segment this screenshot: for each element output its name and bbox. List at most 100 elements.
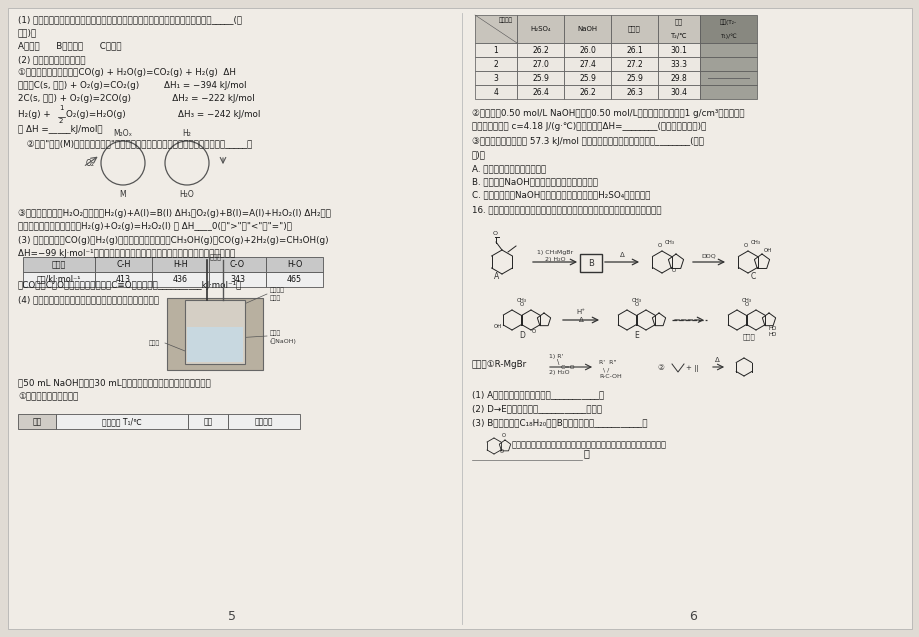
Text: 27.0: 27.0 [531,59,549,69]
Text: 436: 436 [173,275,187,284]
Text: 母)。: 母)。 [471,150,485,159]
Bar [152,272,209,287]
Text: 2) H₂O: 2) H₂O [549,370,569,375]
Bar [563,57,610,71]
Text: 27.4: 27.4 [578,59,596,69]
Text: 键能/kJ·mol⁻¹: 键能/kJ·mol⁻¹ [37,275,81,284]
Bar [209,272,266,287]
Text: 平均值: 平均值 [628,25,641,32]
Text: C: C [750,272,754,281]
Text: R'  R": R' R" [598,360,616,365]
Text: Δ: Δ [619,252,624,258]
Text: (1) 近年我国努力调整能源结构，开发新能源。下列物质中，属于可再生能源的是_____(填: (1) 近年我国努力调整能源结构，开发新能源。下列物质中，属于可再生能源的是__… [18,15,242,24]
Text: O: O [657,243,662,248]
Bar [610,15,657,43]
Text: O: O [502,433,505,438]
Bar [699,15,756,43]
Text: + ||: + || [686,364,698,371]
Text: ②一种"金属(M)氧化物循环制氢"的原理如图所示，写出该流程制氢的总反应式：_____。: ②一种"金属(M)氧化物循环制氢"的原理如图所示，写出该流程制氢的总反应式：__… [18,139,252,148]
Text: H-O: H-O [287,260,301,269]
Text: ③氢气可用于制备H₂O₂。已知：H₂(g)+A(l)=B(l) ΔH₁、O₂(g)+B(l)=A(l)+H₂O₂(l) ΔH₂，这: ③氢气可用于制备H₂O₂。已知：H₂(g)+A(l)=B(l) ΔH₁、O₂(g… [18,209,331,218]
Text: B: B [587,259,594,268]
Text: Δ: Δ [578,317,583,323]
Text: 1: 1 [59,105,63,111]
Text: 实验次数: 实验次数 [498,17,513,22]
Text: 化学键: 化学键 [51,260,66,269]
Text: 环形玻璃: 环形玻璃 [269,287,285,293]
Bar [152,257,209,272]
Text: H₂O: H₂O [179,190,194,199]
Bar [95,272,152,287]
Text: 3: 3 [493,73,498,83]
Text: 终止: 终止 [203,417,212,426]
Bar [610,71,657,85]
Text: (3) B的分子式为C₁₈H₂₀，则B的结构简式为___________。: (3) B的分子式为C₁₈H₂₀，则B的结构简式为___________。 [471,418,647,427]
Text: O: O [519,302,524,307]
Text: O: O [634,302,639,307]
Text: 已知：①R-MgBr: 已知：①R-MgBr [471,360,527,369]
Bar [187,414,228,429]
Bar [474,85,516,99]
Bar [474,57,516,71]
Bar [563,43,610,57]
Text: O: O [743,243,747,248]
Text: OH: OH [494,324,502,329]
Text: T₁)/℃: T₁)/℃ [720,33,736,39]
Text: H₂(g) +: H₂(g) + [18,110,51,119]
Text: 2C(s, 石墨) + O₂(g)=2CO(g)               ΔH₂ = −222 kJ/mol: 2C(s, 石墨) + O₂(g)=2CO(g) ΔH₂ = −222 kJ/m… [18,94,255,103]
Text: 6: 6 [688,610,697,624]
Text: 29.8: 29.8 [670,73,686,83]
Text: HO: HO [768,332,777,337]
Text: 2: 2 [59,118,63,124]
Bar [610,43,657,57]
Bar [474,15,516,43]
Text: H⁺: H⁺ [576,309,584,315]
Text: \: \ [556,359,559,365]
Text: 1) CH₃MgBr: 1) CH₃MgBr [537,250,573,255]
Text: 26.4: 26.4 [531,87,549,96]
Text: 16. 丹参醌是存在于中药丹参中的一种天然产物，合成丹参醌的部分路线如下：: 16. 丹参醌是存在于中药丹参中的一种天然产物，合成丹参醌的部分路线如下： [471,205,661,214]
Text: O: O [671,268,675,273]
Text: ΔH=−99 kJ·mol⁻¹，又知该反应中某些物质分子里的化学键的键能数据如下表：: ΔH=−99 kJ·mol⁻¹，又知该反应中某些物质分子里的化学键的键能数据如下… [18,249,235,258]
Text: T₂/℃: T₂/℃ [670,33,686,39]
Text: CH₃: CH₃ [631,298,641,303]
Text: H₂: H₂ [182,129,191,138]
Bar [23,257,95,272]
Text: 26.2: 26.2 [531,45,549,55]
Text: C-O: C-O [230,260,244,269]
Text: 25.9: 25.9 [626,73,642,83]
Text: 两个反应均为自发反应，则H₂(g)+O₂(g)=H₂O₂(l) 的 ΔH____0(填">"、"<"或"=")。: 两个反应均为自发反应，则H₂(g)+O₂(g)=H₂O₂(l) 的 ΔH____… [18,222,291,231]
Text: ①请填写下表中的空白：: ①请填写下表中的空白： [18,392,78,401]
Bar [563,15,610,43]
Bar [579,254,601,272]
Text: CH₃: CH₃ [741,298,751,303]
Bar [699,85,756,99]
Bar [266,257,323,272]
Text: 如CO中的C与O之间为叁键连接，则C≡O键的键能为__________kJ·mol⁻¹。: 如CO中的C与O之间为叁键连接，则C≡O键的键能为__________kJ·mo… [18,281,242,290]
Text: M₂Oₓ: M₂Oₓ [113,129,132,138]
Text: A、氢能      B、天然气      C、石油: A、氢能 B、天然气 C、石油 [18,41,121,50]
Text: 26.3: 26.3 [626,87,642,96]
Text: C. 用温度计测定NaOH溶液起始温度后直接测定H₂SO₄溶液的温度: C. 用温度计测定NaOH溶液起始温度后直接测定H₂SO₄溶液的温度 [471,190,650,199]
Text: A: A [494,272,499,281]
Bar [657,71,699,85]
Text: (2) 工业制氢有多种渠道：: (2) 工业制氢有多种渠道： [18,55,85,64]
Text: H-H: H-H [173,260,187,269]
Bar [610,85,657,99]
Text: C=O: C=O [561,365,575,370]
Text: (2) D→E的反应类型为___________反应。: (2) D→E的反应类型为___________反应。 [471,404,601,413]
Text: 字母)。: 字母)。 [18,28,37,37]
Text: 30.4: 30.4 [670,87,686,96]
Bar [474,71,516,85]
Text: (4) 测定稀硫酸和稀氢氧化钠中和热的实验装置如图所示。: (4) 测定稀硫酸和稀氢氧化钠中和热的实验装置如图所示。 [18,295,159,304]
Bar [95,257,152,272]
Text: 413: 413 [116,275,130,284]
Text: 30.1: 30.1 [670,45,686,55]
FancyBboxPatch shape [8,8,911,629]
Text: 25.9: 25.9 [578,73,596,83]
Text: 的一种同分异构体同时满足下列条件，写出该同分异构体的结构简式：: 的一种同分异构体同时满足下列条件，写出该同分异构体的结构简式： [512,440,666,449]
Text: O: O [493,231,497,236]
Bar [18,414,56,429]
Text: 27.2: 27.2 [626,59,642,69]
Text: 1) R': 1) R' [549,354,562,359]
